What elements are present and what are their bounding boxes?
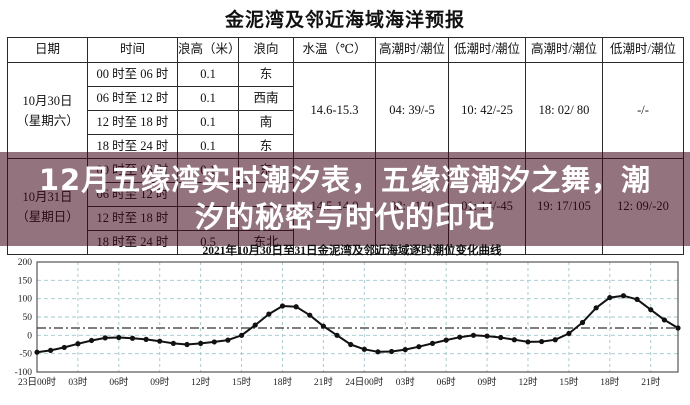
svg-text:06时: 06时 xyxy=(109,376,129,388)
svg-text:15时: 15时 xyxy=(232,376,252,388)
tide-chart-svg: 2021年10月30日至31日金泥湾及邻近海域逐时潮位变化曲线 200 150 10… xyxy=(15,243,681,388)
tide-chart: 2021年10月30日至31日金泥湾及邻近海域逐时潮位变化曲线 200 150 10… xyxy=(0,243,690,400)
wave-height: 0.1 xyxy=(177,86,239,111)
svg-text:100: 100 xyxy=(18,295,33,305)
tide-high2-day1: 18: 02/ 80 xyxy=(525,62,603,159)
tide-low2-day1: -/- xyxy=(602,62,684,159)
table-row: 12 时至 18 时 0.1 南 xyxy=(8,110,684,135)
wave-height: 0.1 xyxy=(177,62,239,87)
col-header-low-tide-1: 低潮时/潮位 xyxy=(448,37,526,63)
svg-text:03时: 03时 xyxy=(68,376,88,388)
col-header-high-tide-2: 高潮时/潮位 xyxy=(525,37,603,63)
svg-text:15时: 15时 xyxy=(559,376,579,388)
col-header-high-tide-1: 高潮时/潮位 xyxy=(375,37,449,63)
svg-text:50: 50 xyxy=(23,313,33,323)
time-slot: 06 时至 12 时 xyxy=(87,86,178,111)
chart-title: 2021年10月30日至31日金泥湾及邻近海域逐时潮位变化曲线 xyxy=(203,244,502,257)
wave-direction: 东 xyxy=(238,62,294,87)
svg-text:23日00时: 23日00时 xyxy=(18,376,57,388)
col-header-low-tide-2: 低潮时/潮位 xyxy=(602,37,684,63)
col-header-date: 日期 xyxy=(7,37,88,63)
svg-text:21时: 21时 xyxy=(314,376,334,388)
table-row: 06 时至 12 时 0.1 西南 xyxy=(8,86,684,111)
svg-text:09时: 09时 xyxy=(478,376,498,388)
svg-text:-100: -100 xyxy=(15,368,33,378)
wave-height: 0.1 xyxy=(177,110,239,135)
weekday-text: （星期六） xyxy=(16,113,79,128)
overlay-banner: 12月五缘湾实时潮汐表，五缘湾潮汐之舞，潮 汐的秘密与时代的印记 xyxy=(0,152,690,246)
table-row: 10月30日 （星期六） 00 时至 06 时 0.1 东 14.6-15.3 … xyxy=(7,62,684,159)
date-text: 10月30日 xyxy=(22,93,73,108)
svg-text:24日00时: 24日00时 xyxy=(345,376,384,388)
col-header-wave-height: 浪高（米） xyxy=(177,37,239,63)
svg-text:09时: 09时 xyxy=(150,376,170,388)
col-header-wave-dir: 浪向 xyxy=(238,37,294,63)
svg-text:06时: 06时 xyxy=(437,376,457,388)
wave-direction: 南 xyxy=(238,110,294,135)
time-slot: 00 时至 06 时 xyxy=(87,62,178,87)
svg-text:21时: 21时 xyxy=(641,376,661,388)
svg-text:12时: 12时 xyxy=(518,376,538,388)
svg-text:03时: 03时 xyxy=(396,376,416,388)
svg-text:0: 0 xyxy=(27,331,32,341)
tide-high1-day1: 04: 39/-5 xyxy=(375,62,449,159)
date-cell-day1: 10月30日 （星期六） xyxy=(7,62,88,159)
banner-title-line1: 12月五缘湾实时潮汐表，五缘湾潮汐之舞，潮 xyxy=(38,163,652,197)
col-header-time: 时间 xyxy=(87,37,178,63)
svg-text:200: 200 xyxy=(18,258,33,268)
tide-low1-day1: 10: 42/-25 xyxy=(448,62,526,159)
svg-text:18时: 18时 xyxy=(273,376,293,388)
page-title: 金泥湾及邻近海域海洋预报 xyxy=(224,10,465,31)
svg-text:12时: 12时 xyxy=(191,376,211,388)
svg-text:150: 150 xyxy=(18,276,33,286)
svg-text:-50: -50 xyxy=(19,350,32,360)
water-temp-day1: 14.6-15.3 xyxy=(293,62,376,159)
banner-title-line2: 汐的秘密与时代的印记 xyxy=(194,200,495,234)
wave-direction: 西南 xyxy=(238,86,294,111)
time-slot: 12 时至 18 时 xyxy=(87,110,178,135)
svg-text:18时: 18时 xyxy=(600,376,620,388)
col-header-water-temp: 水温（℃） xyxy=(293,37,376,63)
table-header-row: 日期 时间 浪高（米） 浪向 水温（℃） 高潮时/潮位 低潮时/潮位 高潮时/潮… xyxy=(7,37,684,63)
